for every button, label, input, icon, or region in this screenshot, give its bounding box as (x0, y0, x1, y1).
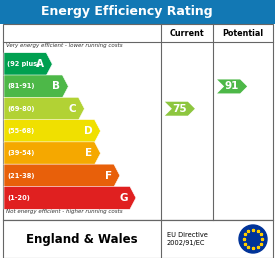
Polygon shape (4, 119, 101, 142)
Text: (81-91): (81-91) (7, 83, 34, 90)
Text: Not energy efficient - higher running costs: Not energy efficient - higher running co… (6, 209, 123, 214)
Text: (92 plus): (92 plus) (7, 61, 40, 67)
Text: (39-54): (39-54) (7, 150, 34, 156)
Polygon shape (4, 53, 52, 76)
Text: (21-38): (21-38) (7, 173, 34, 179)
Polygon shape (4, 187, 136, 209)
Polygon shape (217, 79, 247, 93)
Text: Energy Efficiency Rating: Energy Efficiency Rating (41, 5, 212, 19)
Text: England & Wales: England & Wales (26, 232, 138, 246)
Text: D: D (84, 126, 92, 136)
Text: Current: Current (170, 28, 204, 37)
Text: (69-80): (69-80) (7, 106, 34, 112)
Text: Very energy efficient - lower running costs: Very energy efficient - lower running co… (6, 44, 123, 49)
Text: F: F (105, 171, 112, 181)
Text: (55-68): (55-68) (7, 128, 34, 134)
Text: E: E (86, 148, 92, 158)
Circle shape (239, 225, 267, 253)
Text: G: G (119, 193, 128, 203)
Polygon shape (4, 97, 84, 120)
Bar (0, 0, 275, 24)
Text: 75: 75 (173, 104, 187, 114)
Text: Potential: Potential (222, 28, 264, 37)
Polygon shape (4, 75, 68, 98)
Polygon shape (165, 102, 195, 116)
Bar (3, 24, 273, 220)
Text: 91: 91 (225, 82, 239, 91)
Text: C: C (69, 104, 76, 114)
Text: B: B (52, 82, 60, 91)
Text: A: A (36, 59, 44, 69)
Polygon shape (4, 164, 120, 187)
Bar (3, 220, 273, 258)
Text: EU Directive
2002/91/EC: EU Directive 2002/91/EC (167, 232, 208, 246)
Polygon shape (4, 142, 101, 165)
Text: (1-20): (1-20) (7, 195, 30, 201)
